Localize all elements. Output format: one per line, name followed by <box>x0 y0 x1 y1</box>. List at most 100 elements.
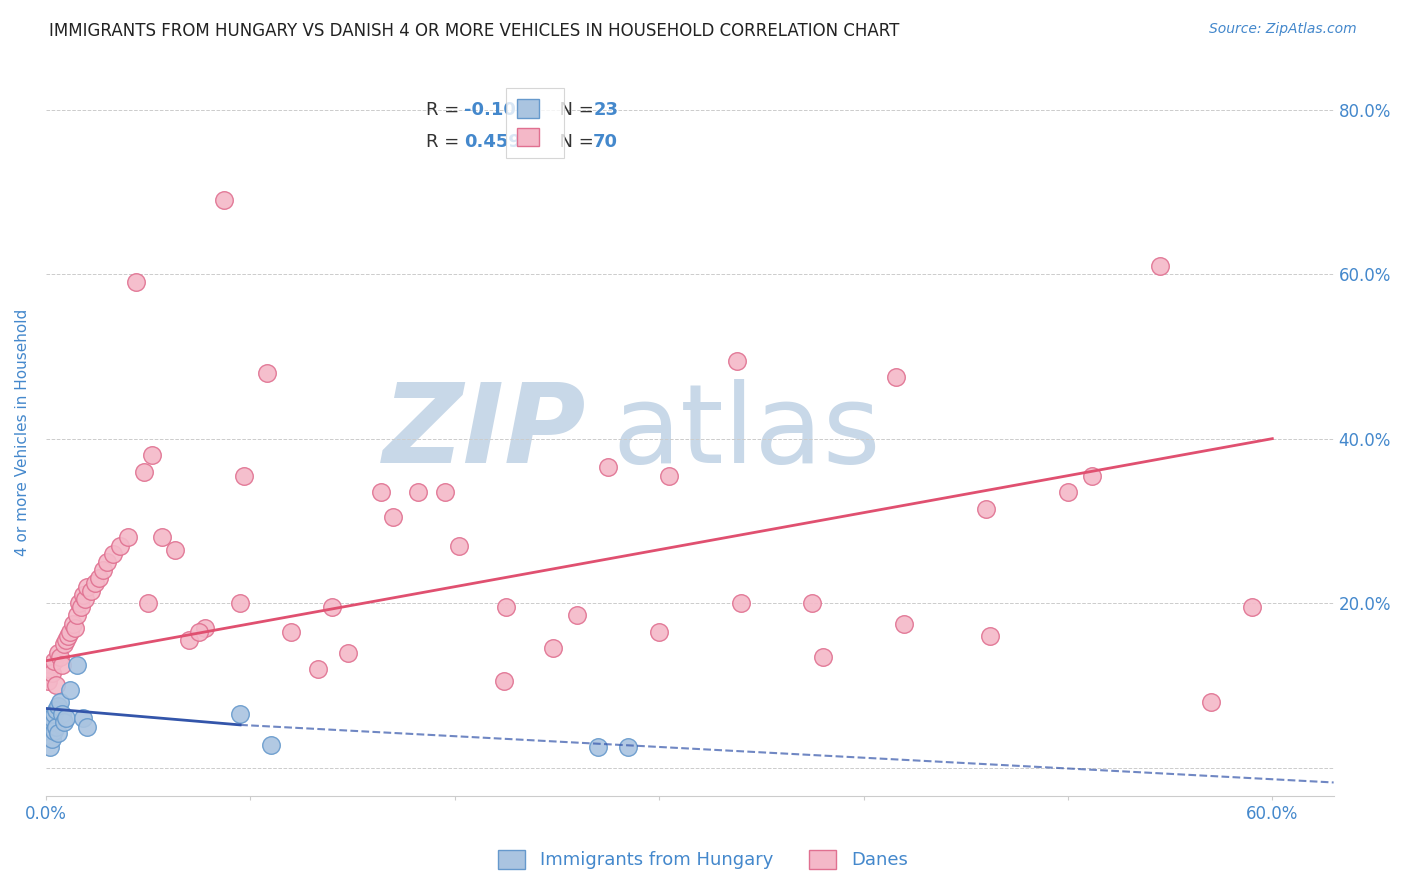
Point <box>406 485 429 500</box>
Point <box>893 616 915 631</box>
Text: -0.107: -0.107 <box>464 102 529 120</box>
Point <box>152 530 174 544</box>
Point <box>46 698 69 713</box>
Point <box>37 728 59 742</box>
Text: 0.459: 0.459 <box>464 133 522 151</box>
Point <box>53 637 76 651</box>
Point <box>177 633 200 648</box>
Point <box>103 547 125 561</box>
Point <box>337 646 360 660</box>
Point <box>72 588 94 602</box>
Point <box>41 711 63 725</box>
Point <box>59 682 82 697</box>
Y-axis label: 4 or more Vehicles in Household: 4 or more Vehicles in Household <box>15 309 30 556</box>
Text: atlas: atlas <box>613 379 882 486</box>
Point <box>80 583 103 598</box>
Point <box>1199 695 1222 709</box>
Point <box>51 707 73 722</box>
Point <box>260 738 283 752</box>
Point <box>96 555 118 569</box>
Point <box>58 629 80 643</box>
Point <box>974 501 997 516</box>
Point <box>658 468 681 483</box>
Point <box>76 720 98 734</box>
Point <box>39 662 62 676</box>
Point <box>596 460 619 475</box>
Point <box>370 485 392 500</box>
Point <box>69 600 91 615</box>
Point <box>46 726 69 740</box>
Point <box>492 674 515 689</box>
Text: N =: N = <box>548 133 600 151</box>
Point <box>586 740 609 755</box>
Text: R =: R = <box>426 102 465 120</box>
Point <box>55 633 77 648</box>
Point <box>541 641 564 656</box>
Point <box>256 366 278 380</box>
Point <box>49 695 72 709</box>
Point <box>44 654 66 668</box>
Point <box>84 575 107 590</box>
Point <box>307 662 329 676</box>
Legend: , : , <box>506 88 564 158</box>
Point <box>66 657 89 672</box>
Point <box>87 572 110 586</box>
Text: 70: 70 <box>593 133 619 151</box>
Point <box>801 596 824 610</box>
Point <box>73 592 96 607</box>
Point <box>117 530 139 544</box>
Point <box>233 468 256 483</box>
Point <box>49 649 72 664</box>
Text: IMMIGRANTS FROM HUNGARY VS DANISH 4 OR MORE VEHICLES IN HOUSEHOLD CORRELATION CH: IMMIGRANTS FROM HUNGARY VS DANISH 4 OR M… <box>49 22 900 40</box>
Point <box>62 616 84 631</box>
Point <box>91 563 114 577</box>
Point <box>280 624 302 639</box>
Point <box>67 596 90 610</box>
Point <box>141 448 163 462</box>
Point <box>66 608 89 623</box>
Point <box>39 740 62 755</box>
Point <box>730 596 752 610</box>
Point <box>1057 485 1080 500</box>
Point <box>63 621 86 635</box>
Text: Source: ZipAtlas.com: Source: ZipAtlas.com <box>1209 22 1357 37</box>
Point <box>46 646 69 660</box>
Point <box>188 624 211 639</box>
Point <box>884 370 907 384</box>
Point <box>51 657 73 672</box>
Point <box>321 600 343 615</box>
Point <box>725 353 748 368</box>
Point <box>1240 600 1263 615</box>
Point <box>108 539 131 553</box>
Text: N =: N = <box>548 102 600 120</box>
Point <box>229 596 252 610</box>
Point <box>45 720 67 734</box>
Point <box>76 580 98 594</box>
Point <box>45 703 67 717</box>
Point <box>59 624 82 639</box>
Text: ZIP: ZIP <box>384 379 586 486</box>
Point <box>433 485 456 500</box>
Point <box>382 509 405 524</box>
Point <box>1081 468 1104 483</box>
Point <box>41 731 63 746</box>
Point <box>72 711 94 725</box>
Point <box>39 715 62 730</box>
Legend: Immigrants from Hungary, Danes: Immigrants from Hungary, Danes <box>489 841 917 879</box>
Point <box>44 723 66 738</box>
Point <box>132 465 155 479</box>
Point <box>1149 259 1171 273</box>
Point <box>53 715 76 730</box>
Point <box>447 539 470 553</box>
Point <box>229 707 252 722</box>
Point <box>41 666 63 681</box>
Point <box>617 740 640 755</box>
Point <box>212 193 235 207</box>
Text: R =: R = <box>426 133 465 151</box>
Point <box>979 629 1001 643</box>
Point <box>163 542 186 557</box>
Point <box>194 621 217 635</box>
Point <box>37 674 59 689</box>
Point <box>567 608 589 623</box>
Point <box>45 678 67 692</box>
